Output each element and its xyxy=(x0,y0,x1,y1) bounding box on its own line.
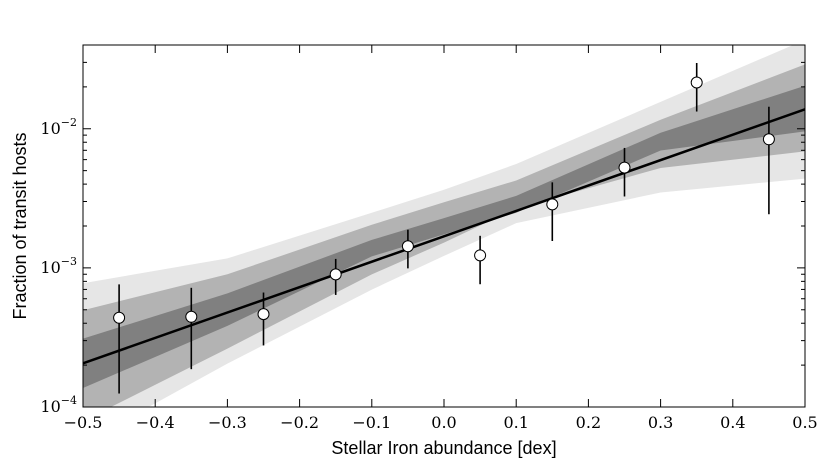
x-tick-label: −0.3 xyxy=(208,413,247,432)
y-axis-ticks: 10−4 10−3 10−2 xyxy=(40,44,805,416)
y-tick-label: 10−2 xyxy=(40,116,77,138)
x-tick-label: −0.2 xyxy=(280,413,319,432)
x-tick-label: 0.0 xyxy=(431,413,456,432)
y-tick-label: 10−3 xyxy=(40,255,77,277)
x-tick-label: 0.3 xyxy=(648,413,673,432)
x-tick-label: −0.1 xyxy=(352,413,391,432)
x-tick-label: 0.2 xyxy=(576,413,601,432)
data-point-6 xyxy=(474,249,487,262)
data-point-4 xyxy=(329,268,342,281)
x-tick-label: 0.5 xyxy=(792,413,817,432)
data-point-5 xyxy=(401,240,414,253)
y-tick-label: 10−4 xyxy=(40,394,77,416)
x-tick-label: 0.4 xyxy=(720,413,745,432)
data-point-10 xyxy=(762,133,775,146)
data-point-8 xyxy=(618,161,631,174)
data-point-2 xyxy=(185,310,198,323)
x-tick-label: −0.5 xyxy=(64,413,103,432)
data-point-9 xyxy=(690,76,703,89)
data-point-1 xyxy=(113,311,126,324)
data-points xyxy=(113,62,775,394)
data-point-3 xyxy=(257,308,270,321)
x-axis-ticks: −0.5 −0.4 −0.3 −0.2 −0.1 0.0 0.1 0.2 0.3 0.4 0.5 xyxy=(64,45,818,432)
fit-line-layer xyxy=(83,108,805,365)
x-axis-label: Stellar Iron abundance [dex] xyxy=(331,438,556,458)
y-axis-label: Fraction of transit hosts xyxy=(10,132,30,319)
fit-line xyxy=(83,108,805,365)
x-tick-label: −0.4 xyxy=(136,413,175,432)
data-point-7 xyxy=(546,198,559,211)
x-tick-label: 0.1 xyxy=(503,413,528,432)
